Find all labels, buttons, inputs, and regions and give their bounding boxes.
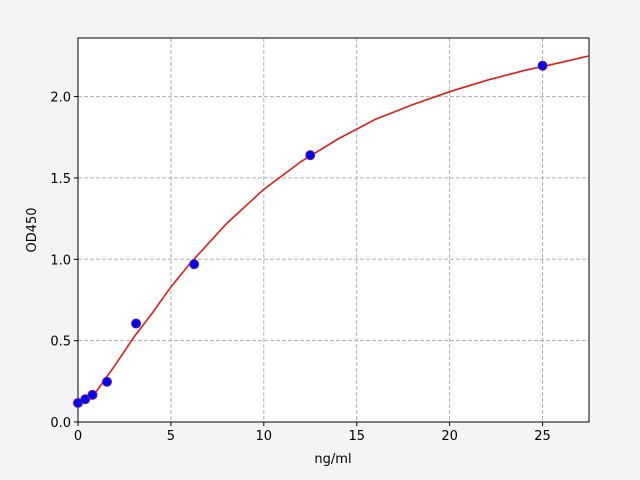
data-point (131, 318, 142, 329)
y-tick-label: 0.0 (50, 416, 71, 431)
data-point (87, 389, 98, 400)
axes-frame (77, 37, 590, 423)
x-tick-label: 15 (348, 429, 365, 444)
x-tick-label: 25 (534, 429, 551, 444)
plot-area (78, 38, 589, 422)
x-tick-label: 20 (441, 429, 458, 444)
y-tick-label: 2.0 (50, 91, 71, 106)
x-axis-label: ng/ml (314, 452, 351, 467)
y-tick-label: 0.5 (50, 335, 71, 350)
x-tick-label: 0 (74, 429, 82, 444)
y-tick-label: 1.0 (50, 253, 71, 268)
data-point (537, 60, 548, 71)
y-tick-label: 1.5 (50, 172, 71, 187)
y-axis-label: OD450 (25, 207, 40, 252)
data-point (189, 259, 200, 270)
fit-curve (77, 55, 590, 407)
data-point (305, 150, 316, 161)
data-point (80, 394, 91, 405)
x-tick-label: 5 (167, 429, 175, 444)
x-tick-label: 10 (256, 429, 273, 444)
data-point (101, 376, 112, 387)
